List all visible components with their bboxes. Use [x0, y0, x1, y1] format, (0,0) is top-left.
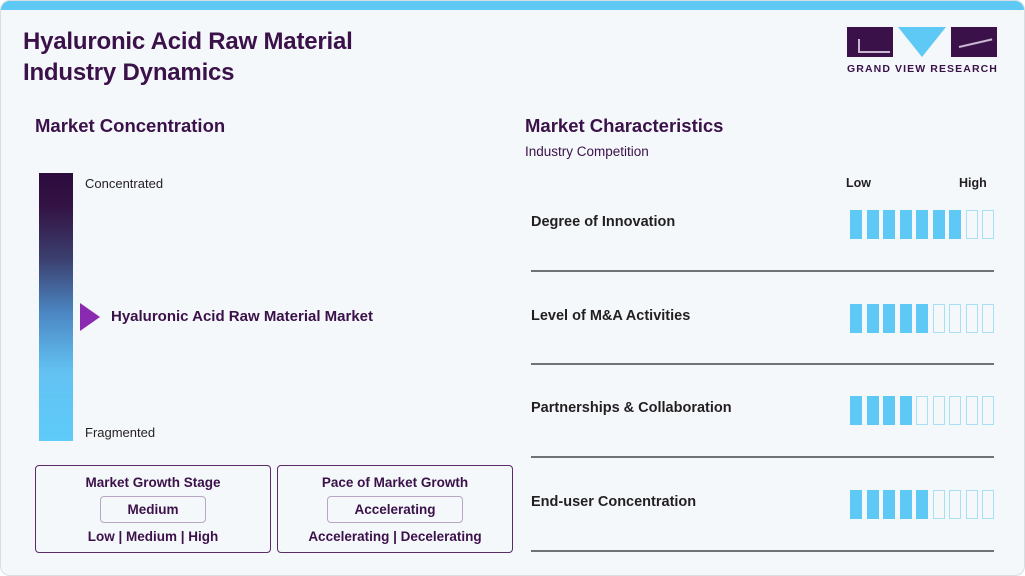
- rating-segment-empty: [982, 396, 994, 425]
- page-title-line-1: Hyaluronic Acid Raw Material: [23, 28, 353, 55]
- market-concentration-heading: Market Concentration: [35, 115, 226, 136]
- rating-segment-empty: [982, 304, 994, 333]
- rating-segment-empty: [949, 490, 961, 519]
- characteristic-label: Partnerships & Collaboration: [531, 400, 732, 416]
- row-divider: [531, 456, 994, 458]
- characteristic-row: Partnerships & Collaboration: [531, 396, 994, 425]
- top-accent-bar: [1, 1, 1024, 10]
- pace-of-market-growth-box: Pace of Market Growth Accelerating Accel…: [277, 465, 513, 553]
- pace-of-market-growth-options: Accelerating | Decelerating: [308, 528, 482, 544]
- axis-label-low: Low: [846, 176, 871, 190]
- market-characteristics-heading: Market Characteristics: [525, 115, 724, 136]
- rating-segment-filled: [899, 396, 912, 425]
- market-growth-stage-title: Market Growth Stage: [85, 474, 221, 490]
- row-divider: [531, 550, 994, 552]
- rating-segment-empty: [965, 490, 978, 519]
- row-divider: [531, 270, 994, 272]
- rating-segment-empty: [965, 396, 978, 425]
- pace-of-market-growth-title: Pace of Market Growth: [321, 474, 469, 490]
- rating-segment-empty: [949, 396, 961, 425]
- rating-segment-filled: [850, 304, 862, 333]
- characteristic-rating-bars: [850, 210, 994, 239]
- rating-segment-empty: [982, 210, 994, 239]
- rating-segment-filled: [850, 396, 862, 425]
- characteristic-rating-bars: [850, 490, 994, 519]
- page-title-line-2: Industry Dynamics: [23, 58, 235, 86]
- grand-view-research-logo: GRAND VIEW RESEARCH: [847, 27, 997, 75]
- row-divider: [531, 363, 994, 365]
- market-growth-stage-value: Medium: [100, 495, 206, 523]
- rating-segment-empty: [932, 490, 945, 519]
- market-position-marker-icon: [80, 303, 100, 331]
- rating-segment-filled: [883, 210, 895, 239]
- rating-segment-filled: [883, 396, 895, 425]
- rating-segment-filled: [916, 304, 928, 333]
- rating-segment-filled: [949, 210, 961, 239]
- characteristic-label: Level of M&A Activities: [531, 308, 691, 324]
- logo-wordmark: GRAND VIEW RESEARCH: [847, 63, 998, 75]
- rating-segment-empty: [965, 304, 978, 333]
- rating-segment-empty: [932, 304, 945, 333]
- rating-segment-empty: [916, 396, 928, 425]
- rating-segment-filled: [899, 490, 912, 519]
- characteristic-label: End-user Concentration: [531, 494, 697, 510]
- rating-segment-filled: [916, 210, 928, 239]
- characteristic-row: End-user Concentration: [531, 490, 994, 519]
- page-title: Hyaluronic Acid Raw Material Industry Dy…: [23, 27, 583, 88]
- logo-triangle-icon: [898, 27, 946, 57]
- rating-segment-filled: [866, 396, 879, 425]
- rating-segment-filled: [866, 210, 879, 239]
- logo-left-square-icon: [847, 27, 893, 57]
- rating-segment-empty: [932, 396, 945, 425]
- rating-segment-empty: [965, 210, 978, 239]
- market-growth-stage-box: Market Growth Stage Medium Low | Medium …: [35, 465, 271, 553]
- market-characteristics-subtitle: Industry Competition: [525, 144, 649, 159]
- characteristic-row: Level of M&A Activities: [531, 304, 994, 333]
- scale-label-concentrated: Concentrated: [85, 176, 164, 191]
- rating-segment-filled: [932, 210, 945, 239]
- pace-of-market-growth-value: Accelerating: [327, 495, 463, 523]
- concentration-gradient-bar: [39, 173, 73, 441]
- rating-segment-filled: [883, 304, 895, 333]
- rating-segment-filled: [866, 490, 879, 519]
- characteristic-rating-bars: [850, 304, 994, 333]
- logo-marks: [847, 27, 997, 57]
- characteristic-label: Degree of Innovation: [531, 214, 676, 230]
- rating-segment-filled: [899, 304, 912, 333]
- rating-segment-filled: [850, 490, 862, 519]
- rating-segment-filled: [866, 304, 879, 333]
- market-position-label: Hyaluronic Acid Raw Material Market: [111, 308, 374, 325]
- rating-segment-filled: [916, 490, 928, 519]
- market-growth-stage-options: Low | Medium | High: [87, 528, 219, 544]
- rating-segment-filled: [850, 210, 862, 239]
- rating-segment-filled: [883, 490, 895, 519]
- axis-label-high: High: [959, 176, 987, 190]
- scale-label-fragmented: Fragmented: [85, 425, 156, 440]
- rating-segment-filled: [899, 210, 912, 239]
- characteristic-rating-bars: [850, 396, 994, 425]
- rating-segment-empty: [949, 304, 961, 333]
- logo-right-square-icon: [951, 27, 997, 57]
- rating-segment-empty: [982, 490, 994, 519]
- characteristic-row: Degree of Innovation: [531, 210, 994, 239]
